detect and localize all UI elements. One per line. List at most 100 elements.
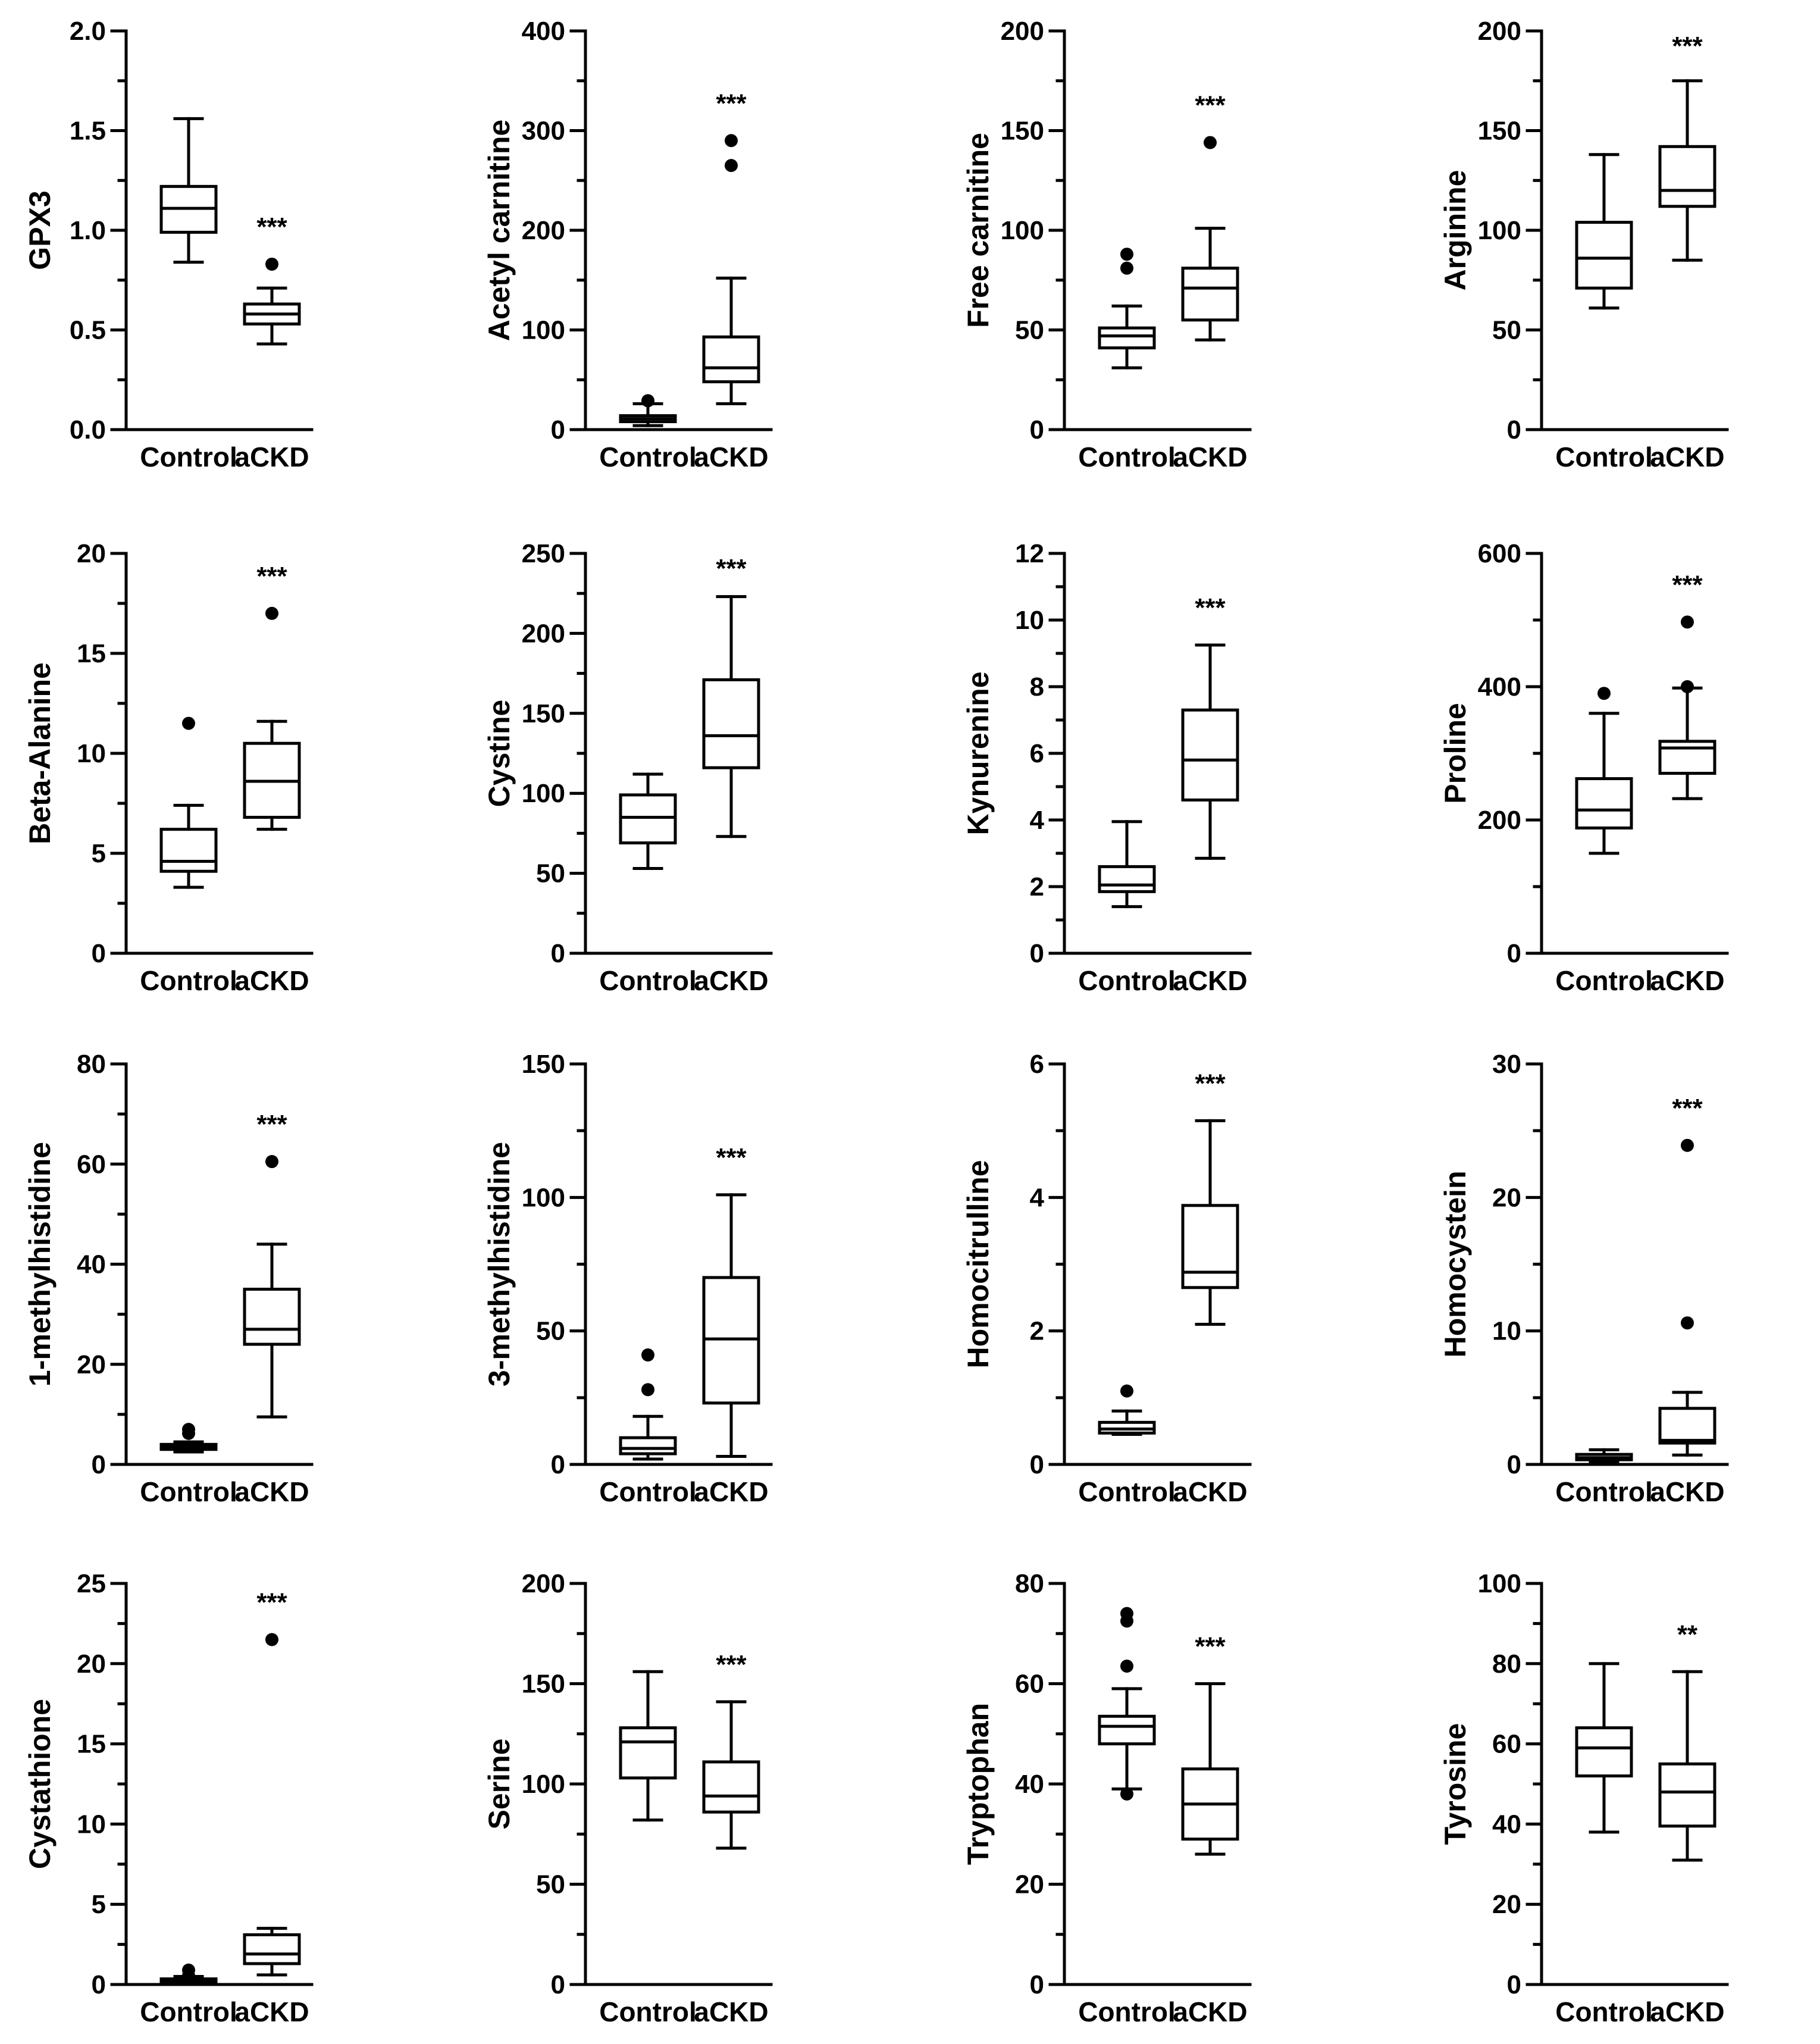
iqr-box <box>243 1933 301 1965</box>
y-tick-label: 0 <box>92 1970 106 1999</box>
iqr-box <box>1658 1407 1716 1445</box>
outlier-point <box>725 159 738 173</box>
iqr-box <box>1658 145 1716 208</box>
box-ackd <box>702 1193 760 1458</box>
box-control <box>619 394 677 427</box>
x-category-label: aCKD <box>1650 965 1724 996</box>
iqr-box <box>1658 740 1716 775</box>
outlier-point <box>182 1963 195 1977</box>
iqr-box <box>159 828 218 873</box>
y-tick-label: 20 <box>1015 1870 1044 1899</box>
y-tick-label: 15 <box>77 639 106 668</box>
iqr-box <box>1575 1726 1633 1778</box>
y-tick-label: 250 <box>522 539 565 568</box>
significance-marker: *** <box>716 1650 747 1679</box>
y-tick-label: 150 <box>1478 117 1521 146</box>
outlier-point <box>265 1633 278 1647</box>
y-tick-label: 1.0 <box>70 216 106 245</box>
y-tick-label: 1.5 <box>70 117 106 146</box>
box-control <box>1575 687 1633 855</box>
outlier-point <box>1120 1787 1133 1801</box>
box-control <box>1098 1607 1156 1801</box>
iqr-box <box>702 335 760 384</box>
x-category-label: aCKD <box>234 1476 309 1507</box>
box-control <box>159 117 218 264</box>
x-category-label: aCKD <box>1650 1996 1724 2027</box>
box-ackd <box>702 1700 760 1850</box>
outlier-point <box>1681 680 1694 693</box>
box-control <box>1575 153 1633 310</box>
box-ackd <box>243 606 301 831</box>
iqr-box <box>1181 1204 1239 1289</box>
y-axis-title: Cystine <box>483 700 516 807</box>
x-category-label: Control <box>140 965 237 996</box>
iqr-box <box>1098 326 1156 350</box>
iqr-box <box>1181 267 1239 322</box>
outlier-point <box>1681 1138 1694 1152</box>
iqr-box <box>1098 865 1156 893</box>
significance-marker: *** <box>1195 1069 1226 1098</box>
significance-marker: *** <box>716 89 747 118</box>
y-tick-label: 0 <box>551 415 565 445</box>
x-category-label: Control <box>1078 1996 1176 2027</box>
iqr-box <box>243 1288 301 1346</box>
x-category-label: aCKD <box>1650 1476 1724 1507</box>
outlier-point <box>265 257 278 271</box>
y-tick-label: 80 <box>77 1050 106 1079</box>
x-category-label: Control <box>1555 442 1653 472</box>
x-category-label: aCKD <box>1173 1476 1247 1507</box>
y-tick-label: 0 <box>1030 1450 1044 1479</box>
box-control <box>1575 1448 1633 1464</box>
x-category-label: aCKD <box>1650 442 1724 472</box>
box-ackd <box>243 1633 301 1977</box>
box-ackd <box>1658 1670 1716 1862</box>
significance-marker: *** <box>1672 570 1703 599</box>
y-tick-label: 0 <box>92 939 106 968</box>
y-tick-label: 5 <box>92 1890 106 1919</box>
outlier-point <box>1120 261 1133 275</box>
outlier-point <box>1120 1384 1133 1398</box>
y-tick-label: 0 <box>1507 939 1521 968</box>
box-control <box>159 1423 218 1454</box>
y-tick-label: 0 <box>92 1450 106 1479</box>
y-tick-label: 150 <box>522 699 565 728</box>
iqr-box <box>1575 777 1633 830</box>
significance-marker: *** <box>1195 1632 1226 1661</box>
y-axis-title: Tryptophan <box>961 1703 995 1865</box>
box-ackd <box>1181 1682 1239 1856</box>
y-tick-label: 0 <box>1030 939 1044 968</box>
box-control <box>159 716 218 889</box>
significance-marker: *** <box>1195 91 1226 120</box>
y-tick-label: 100 <box>1478 1569 1521 1598</box>
outlier-point <box>265 1155 278 1169</box>
y-axis-title: Free carnitine <box>961 133 995 328</box>
y-tick-label: 60 <box>1492 1730 1521 1759</box>
y-axis-title: Beta-Alanine <box>23 662 57 844</box>
x-category-label: aCKD <box>694 1996 768 2027</box>
box-ackd <box>1658 615 1716 800</box>
box-ackd <box>243 257 301 346</box>
y-tick-label: 80 <box>1492 1649 1521 1679</box>
y-axis-title: GPX3 <box>23 190 57 270</box>
x-category-label: Control <box>140 442 237 472</box>
iqr-box <box>1181 708 1239 802</box>
y-tick-label: 200 <box>1001 17 1044 46</box>
iqr-box <box>1575 221 1633 290</box>
y-tick-label: 0 <box>551 939 565 968</box>
x-category-label: aCKD <box>694 1476 768 1507</box>
y-tick-label: 80 <box>1015 1569 1044 1598</box>
y-tick-label: 0.0 <box>70 415 106 445</box>
significance-marker: *** <box>256 212 287 242</box>
x-category-label: Control <box>599 1476 697 1507</box>
significance-marker: *** <box>256 1110 287 1139</box>
outlier-point <box>725 134 738 148</box>
x-category-label: aCKD <box>1173 1996 1247 2027</box>
y-tick-label: 100 <box>522 316 565 345</box>
y-tick-label: 150 <box>522 1670 565 1699</box>
x-category-label: Control <box>1555 1476 1653 1507</box>
x-category-label: Control <box>140 1476 237 1507</box>
